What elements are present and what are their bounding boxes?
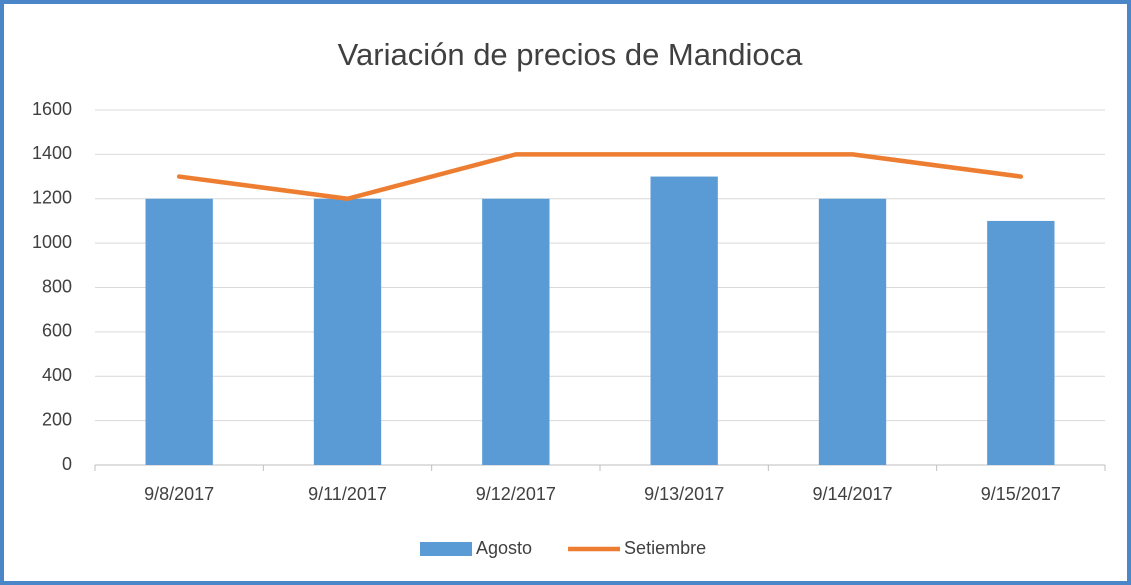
y-tick-label: 600 [42,321,72,341]
legend-label: Setiembre [624,538,706,558]
y-tick-label: 200 [42,409,72,429]
x-tick-label: 9/15/2017 [981,484,1061,504]
bar [818,198,887,465]
y-tick-label: 800 [42,276,72,296]
x-tick-label: 9/8/2017 [144,484,214,504]
bar [482,198,550,465]
x-tick-label: 9/12/2017 [476,484,556,504]
y-tick-label: 0 [62,454,72,474]
legend-label: Agosto [476,538,532,558]
bar [313,198,382,465]
x-tick-label: 9/14/2017 [812,484,892,504]
legend-swatch [420,542,472,556]
bar [650,176,718,465]
bar [987,220,1055,465]
y-tick-label: 1000 [32,232,72,252]
x-tick-label: 9/11/2017 [308,484,387,504]
y-tick-label: 1400 [32,143,72,163]
y-tick-label: 1200 [32,188,72,208]
bar [145,198,213,465]
y-tick-label: 1600 [32,99,72,119]
y-tick-label: 400 [42,365,72,385]
line [176,152,1024,201]
chart-title: Variación de precios de Mandioca [338,37,803,72]
x-tick-label: 9/13/2017 [644,484,724,504]
